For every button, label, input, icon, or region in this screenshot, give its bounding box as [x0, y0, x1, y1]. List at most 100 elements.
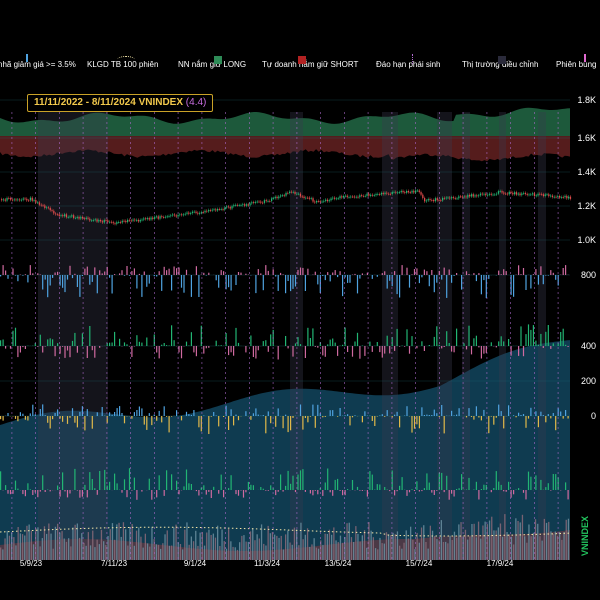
prop-flow-bar [525, 334, 527, 346]
foreign-flow-bar [292, 275, 294, 289]
foreign-flow-bar [505, 271, 507, 275]
candle [332, 197, 334, 199]
foreign-flow-bar [522, 268, 525, 275]
net-flow-bar [525, 490, 527, 500]
foreign-flow-bar [290, 275, 292, 292]
candle [271, 198, 273, 202]
volume-bar [383, 543, 385, 560]
volume-bar [228, 528, 230, 560]
foreign-flow-bar [260, 273, 262, 275]
net-flow-bar [428, 482, 430, 490]
net-flow-bar [461, 474, 463, 490]
retail-flow-bar [522, 414, 525, 416]
volume-bar [425, 542, 427, 560]
candle [352, 196, 354, 198]
candle [420, 192, 422, 195]
net-flow-bar [47, 489, 49, 490]
retail-flow-bar [19, 412, 21, 416]
volume-bar [491, 516, 493, 560]
volume-bar [107, 536, 109, 560]
net-flow-bar [104, 469, 106, 490]
foreign-flow-bar [228, 275, 230, 288]
volume-bar [24, 535, 26, 560]
retail-flow-bar [213, 412, 215, 416]
prop-flow-bar [386, 335, 388, 346]
prop-flow-bar [314, 346, 316, 347]
candle [553, 196, 555, 198]
candle [31, 197, 33, 201]
candle [413, 190, 415, 193]
foreign-flow-bar [185, 269, 188, 275]
candle [173, 214, 176, 216]
volume-bar [203, 545, 206, 560]
candle [532, 193, 534, 195]
volume-bar [111, 523, 114, 560]
retail-flow-bar [114, 412, 116, 416]
volume-bar [449, 535, 451, 560]
volume-bar [392, 532, 394, 560]
candle [123, 220, 125, 222]
net-flow-bar [399, 485, 401, 490]
net-flow-bar [473, 489, 475, 490]
candle [226, 206, 228, 208]
range-header: 11/11/2022 - 8/11/2024 VNINDEX (4.4) [27, 94, 214, 112]
candle [292, 191, 294, 193]
net-flow-bar [292, 475, 294, 490]
volume-bar [528, 524, 530, 560]
volume-bar [46, 533, 48, 560]
retail-flow-bar [96, 412, 98, 416]
net-flow-bar [317, 490, 319, 495]
foreign-flow-bar [94, 267, 96, 275]
prop-flow-bar [542, 346, 544, 348]
candle [497, 191, 500, 194]
prop-flow-bar [498, 341, 500, 346]
prop-flow-bar [356, 332, 359, 346]
retail-flow-bar [351, 416, 354, 418]
prop-flow-bar [389, 346, 391, 354]
volume-bar [282, 549, 285, 560]
net-flow-bar [27, 483, 29, 490]
candle [276, 196, 278, 199]
candle [278, 196, 280, 199]
candle [517, 193, 519, 195]
candle [447, 197, 449, 199]
net-flow-bar [62, 472, 64, 490]
retail-flow-bar [503, 416, 505, 429]
candle [533, 193, 536, 196]
candle [406, 191, 408, 193]
volume-bar [57, 523, 59, 560]
candle [530, 194, 532, 196]
volume-bar [173, 527, 175, 560]
candle [481, 193, 483, 195]
foreign-flow-bar [431, 270, 433, 275]
retail-flow-bar [225, 405, 227, 416]
candle [308, 197, 311, 199]
candle [200, 212, 203, 213]
prop-flow-bar [535, 340, 537, 346]
candle [105, 220, 107, 221]
volume-bar [179, 544, 182, 560]
net-flow-bar [369, 471, 371, 490]
candle [505, 193, 507, 195]
volume-bar [160, 548, 162, 560]
net-flow-bar [252, 485, 254, 490]
prop-flow-bar [218, 345, 220, 346]
net-flow-bar [49, 490, 51, 492]
net-flow-bar [500, 484, 502, 490]
prop-flow-bar [480, 346, 482, 359]
volume-bar [519, 522, 521, 560]
net-flow-bar [200, 487, 202, 490]
volume-bar [339, 535, 342, 560]
candle [184, 213, 186, 215]
net-flow-bar [230, 475, 232, 490]
volume-bar [320, 540, 322, 560]
foreign-flow-bar [168, 268, 170, 275]
candle [362, 195, 365, 197]
net-flow-bar [438, 472, 440, 490]
foreign-flow-bar [339, 271, 341, 275]
foreign-flow-bar [215, 275, 217, 281]
retail-flow-bar [413, 416, 416, 429]
volume-bar [372, 537, 374, 560]
net-flow-bar [505, 490, 507, 492]
volume-bar [311, 544, 313, 560]
